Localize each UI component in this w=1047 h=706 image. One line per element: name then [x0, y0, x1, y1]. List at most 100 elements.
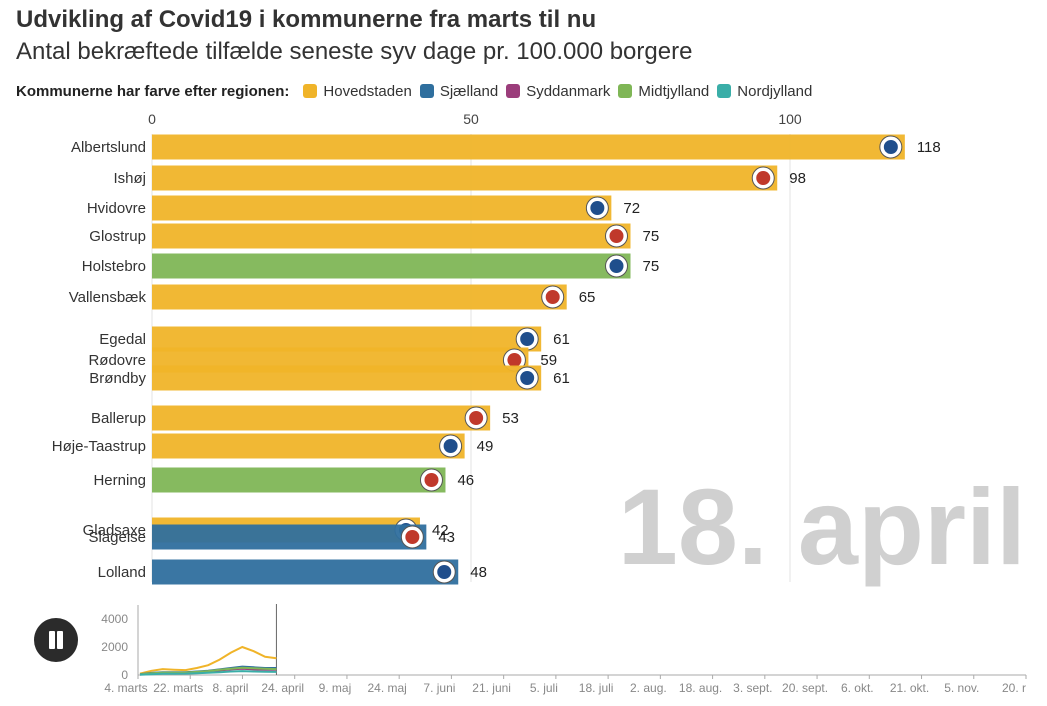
category-label: Glostrup	[89, 228, 146, 245]
bar	[152, 326, 542, 352]
bar	[152, 223, 631, 249]
timeline-series	[139, 645, 277, 675]
y-tick-label: 4000	[101, 612, 128, 626]
vallensbaek-crest-icon	[541, 285, 565, 309]
x-tick-label: 5. nov.	[944, 681, 979, 695]
data-label: 48	[470, 564, 487, 581]
albertslund-crest-icon	[879, 135, 903, 159]
data-label: 118	[917, 139, 941, 156]
x-tick-label: 21. juni	[472, 681, 511, 695]
y-tick-label: 0	[121, 668, 128, 682]
bar	[152, 559, 459, 585]
glostrup-crest-icon	[605, 224, 628, 248]
legend-label: Nordjylland	[737, 82, 813, 100]
data-label: 42	[432, 522, 449, 539]
timeline-series	[139, 666, 277, 676]
bar	[152, 253, 631, 279]
timeline-chart[interactable]: 0 2000 4000 4. marts 22. marts 8. april 24. ap…	[0, 600, 1047, 706]
ishoj-crest-icon	[751, 166, 775, 190]
category-label: Hvidovre	[87, 200, 146, 217]
x-tick-label: 20. sept.	[782, 681, 828, 695]
x-tick-label: 100	[778, 111, 802, 127]
category-label: Gladsaxe	[83, 522, 146, 539]
legend-swatch	[303, 84, 318, 98]
bar	[152, 134, 905, 160]
category-label: Vallensbæk	[69, 289, 147, 306]
x-tick-label: 0	[148, 111, 156, 127]
data-label: 61	[553, 331, 570, 348]
data-label: 98	[789, 170, 806, 187]
x-tick-label: 4. marts	[104, 681, 147, 695]
bar-chart: 18. april 0 50 100 Albertslund 118 Ishøj 98 Hvid…	[52, 111, 1026, 587]
legend-item-sjaelland[interactable]: Sjælland	[419, 83, 498, 100]
data-label: 61	[553, 370, 570, 387]
x-tick-label: 3. sept.	[733, 681, 772, 695]
x-tick-label: 2. aug.	[630, 681, 667, 695]
egedal-crest-icon	[515, 327, 539, 351]
category-label: Holstebro	[82, 258, 146, 275]
data-label: 75	[643, 258, 660, 275]
x-tick-label: 9. maj	[319, 681, 352, 695]
legend-label: Syddanmark	[526, 82, 611, 100]
bar	[152, 165, 778, 191]
x-tick-label: 24. maj	[367, 681, 406, 695]
ballerup-crest-icon	[464, 406, 488, 430]
lolland-crest-icon	[432, 560, 456, 584]
data-label: 75	[643, 228, 660, 245]
date-watermark: 18. april	[618, 466, 1026, 587]
legend-item-midtjylland[interactable]: Midtjylland	[618, 83, 709, 100]
category-label: Høje-Taastrup	[52, 438, 146, 455]
legend-swatch	[717, 84, 732, 98]
pause-icon	[49, 631, 55, 649]
pause-button[interactable]	[34, 618, 78, 662]
slagelse-crest-icon	[400, 525, 424, 549]
category-label: Ishøj	[113, 170, 146, 187]
data-label: 49	[477, 438, 494, 455]
legend-label: Midtjylland	[638, 82, 710, 100]
legend-item-syddanmark[interactable]: Syddanmark	[506, 83, 610, 100]
brondby-crest-icon	[515, 366, 539, 390]
category-label: Lolland	[98, 564, 146, 581]
data-label: 46	[457, 472, 474, 489]
x-tick-label: 22. marts	[153, 681, 203, 695]
category-label: Albertslund	[71, 139, 146, 156]
legend-label: Hovedstaden	[323, 82, 412, 100]
x-tick-label: 7. juni	[423, 681, 455, 695]
x-tick-label: 21. okt.	[890, 681, 929, 695]
x-tick-label: 24. april	[261, 681, 304, 695]
legend: Kommunerne har farve efter regionen: Hov…	[16, 80, 820, 102]
category-label: Egedal	[99, 331, 146, 348]
legend-swatch	[506, 84, 521, 98]
x-tick-label: 5. juli	[530, 681, 558, 695]
category-label: Slagelse	[88, 529, 146, 546]
bar	[152, 433, 465, 459]
timeline-series	[139, 670, 277, 676]
x-tick-label: 50	[463, 111, 479, 127]
bar	[152, 405, 491, 431]
category-label: Ballerup	[91, 410, 146, 427]
data-label: 65	[579, 289, 596, 306]
x-tick-label: 18. juli	[579, 681, 614, 695]
x-tick-label: 20. r	[1002, 681, 1026, 695]
chart-title: Udvikling af Covid19 i kommunerne fra ma…	[16, 6, 597, 33]
x-tick-label: 18. aug.	[679, 681, 722, 695]
holstebro-crest-icon	[605, 254, 628, 278]
chart-subtitle: Antal bekræftede tilfælde seneste syv da…	[16, 38, 693, 65]
hoje-taastrup-crest-icon	[439, 434, 463, 458]
category-label: Rødovre	[88, 352, 146, 369]
herning-crest-icon	[419, 468, 443, 492]
legend-title: Kommunerne har farve efter regionen:	[16, 82, 290, 100]
data-label: 43	[438, 529, 455, 546]
bar	[152, 365, 542, 391]
legend-item-hovedstaden[interactable]: Hovedstaden	[303, 82, 412, 100]
legend-swatch	[419, 84, 434, 98]
legend-item-nordjylland[interactable]: Nordjylland	[717, 83, 812, 100]
data-label: 59	[540, 352, 557, 369]
hvidovre-crest-icon	[585, 196, 609, 220]
data-label: 53	[502, 410, 519, 427]
x-tick-label: 8. april	[212, 681, 248, 695]
bar	[152, 467, 446, 493]
data-label: 72	[623, 200, 640, 217]
category-label: Herning	[93, 472, 146, 489]
bar	[152, 284, 567, 310]
